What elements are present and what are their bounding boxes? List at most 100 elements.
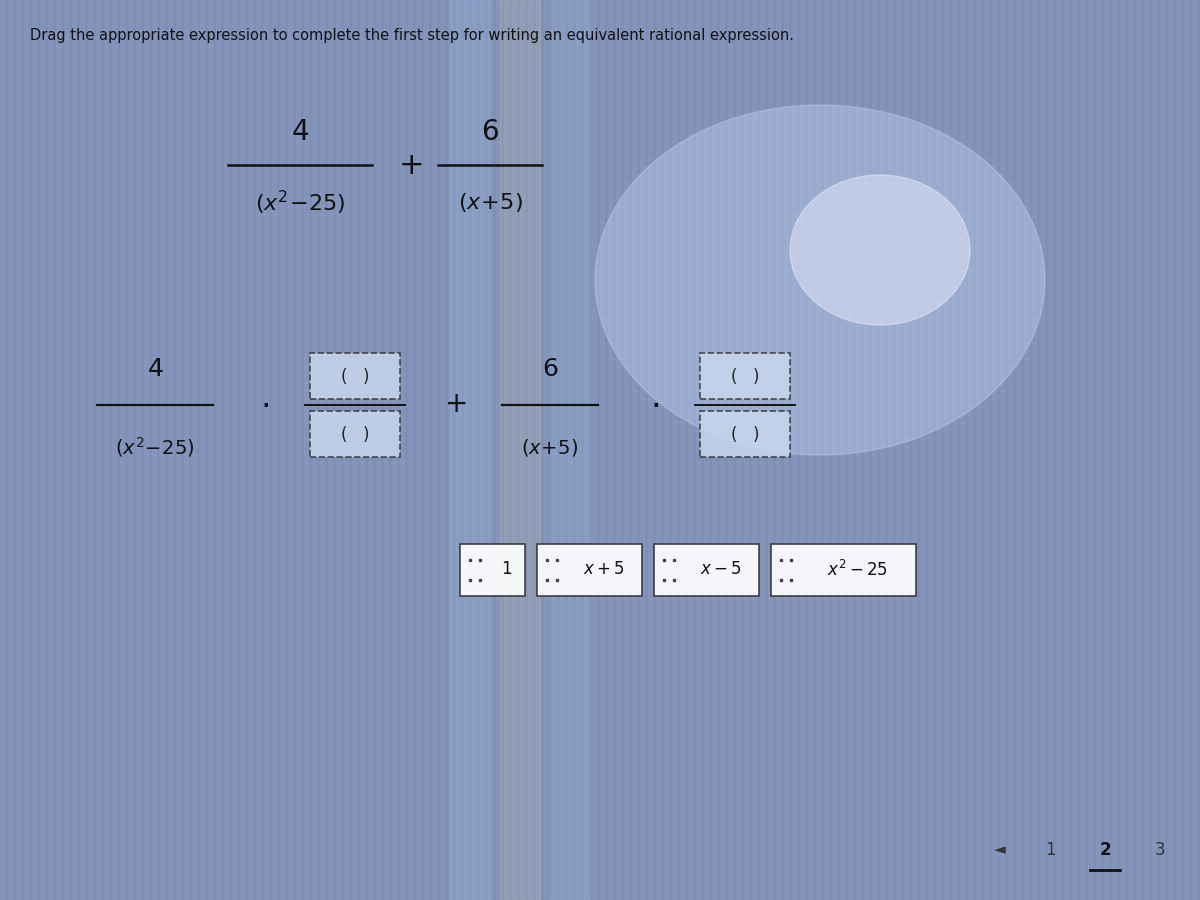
Text: $x-5$: $x-5$ (700, 562, 742, 579)
Bar (464, 0, 468, 900)
Bar (432, 0, 436, 900)
Bar (944, 0, 948, 900)
Bar (640, 0, 644, 900)
Bar (496, 0, 500, 900)
Bar (0, 536, 1200, 540)
Bar (136, 0, 140, 900)
Bar (0, 800, 1200, 804)
Bar (654, 544, 758, 596)
Bar (800, 0, 804, 900)
Bar (128, 0, 132, 900)
Bar (1016, 0, 1020, 900)
Bar (816, 0, 820, 900)
Bar (808, 0, 812, 900)
Bar (0, 8, 1200, 12)
Text: ◄: ◄ (994, 842, 1006, 858)
Bar (680, 0, 684, 900)
Bar (208, 0, 212, 900)
Bar (0, 80, 1200, 84)
Bar (456, 0, 460, 900)
Bar (0, 392, 1200, 396)
Bar (0, 464, 1200, 468)
Bar (384, 0, 388, 900)
Bar (664, 0, 668, 900)
Bar (0, 544, 1200, 548)
Bar (952, 0, 956, 900)
Bar (688, 0, 692, 900)
Bar (0, 120, 1200, 124)
Bar (744, 0, 748, 900)
Bar (784, 0, 788, 900)
Bar (0, 584, 1200, 588)
Bar (0, 256, 1200, 260)
Bar (72, 0, 76, 900)
Bar (0, 416, 1200, 420)
Bar (1112, 0, 1116, 900)
Bar (280, 0, 284, 900)
Bar (0, 352, 1200, 356)
Bar (0, 512, 1200, 516)
Bar (0, 288, 1200, 292)
Bar (0, 304, 1200, 308)
Bar (0, 480, 1200, 484)
Bar (0, 320, 1200, 324)
Bar (368, 0, 372, 900)
Bar (704, 0, 708, 900)
Text: $x^{2}-25$: $x^{2}-25$ (827, 560, 888, 580)
Bar (256, 0, 260, 900)
Bar (480, 0, 484, 900)
Bar (0, 776, 1200, 780)
Bar (0, 112, 1200, 116)
Bar (1040, 0, 1044, 900)
Bar (310, 411, 400, 457)
Bar (0, 272, 1200, 276)
Bar (592, 0, 596, 900)
Bar (0, 328, 1200, 332)
Bar (0, 456, 1200, 460)
Bar (0, 32, 1200, 36)
Bar (0, 344, 1200, 348)
Text: $(x\!+\!5)$: $(x\!+\!5)$ (457, 192, 522, 214)
Bar (0, 560, 1200, 564)
Bar (304, 0, 308, 900)
Text: $\cdot$: $\cdot$ (650, 389, 660, 421)
Bar (1136, 0, 1140, 900)
Bar (1056, 0, 1060, 900)
Bar (1000, 0, 1004, 900)
Bar (40, 0, 44, 900)
Bar (0, 448, 1200, 452)
Bar (64, 0, 68, 900)
Bar (0, 888, 1200, 892)
Bar (408, 0, 412, 900)
Bar (336, 0, 340, 900)
Bar (168, 0, 172, 900)
Bar (0, 408, 1200, 412)
Bar (536, 0, 540, 900)
Ellipse shape (595, 105, 1045, 455)
Bar (450, 0, 490, 900)
Bar (0, 200, 1200, 204)
Bar (0, 128, 1200, 132)
Text: $(\quad)$: $(\quad)$ (340, 366, 370, 386)
Bar (24, 0, 28, 900)
Bar (0, 312, 1200, 316)
Bar (184, 0, 188, 900)
Bar (500, 0, 540, 900)
Bar (0, 720, 1200, 724)
Bar (0, 208, 1200, 212)
Bar (700, 353, 790, 399)
Bar (0, 704, 1200, 708)
Bar (0, 176, 1200, 180)
Bar (32, 0, 36, 900)
Bar (216, 0, 220, 900)
Bar (0, 640, 1200, 644)
Bar (192, 0, 196, 900)
Bar (56, 0, 60, 900)
Bar (0, 672, 1200, 676)
Bar (0, 896, 1200, 900)
Text: $6$: $6$ (542, 358, 558, 382)
Bar (0, 368, 1200, 372)
Text: $(\quad)$: $(\quad)$ (730, 424, 760, 444)
Bar (700, 411, 790, 457)
Bar (0, 264, 1200, 268)
